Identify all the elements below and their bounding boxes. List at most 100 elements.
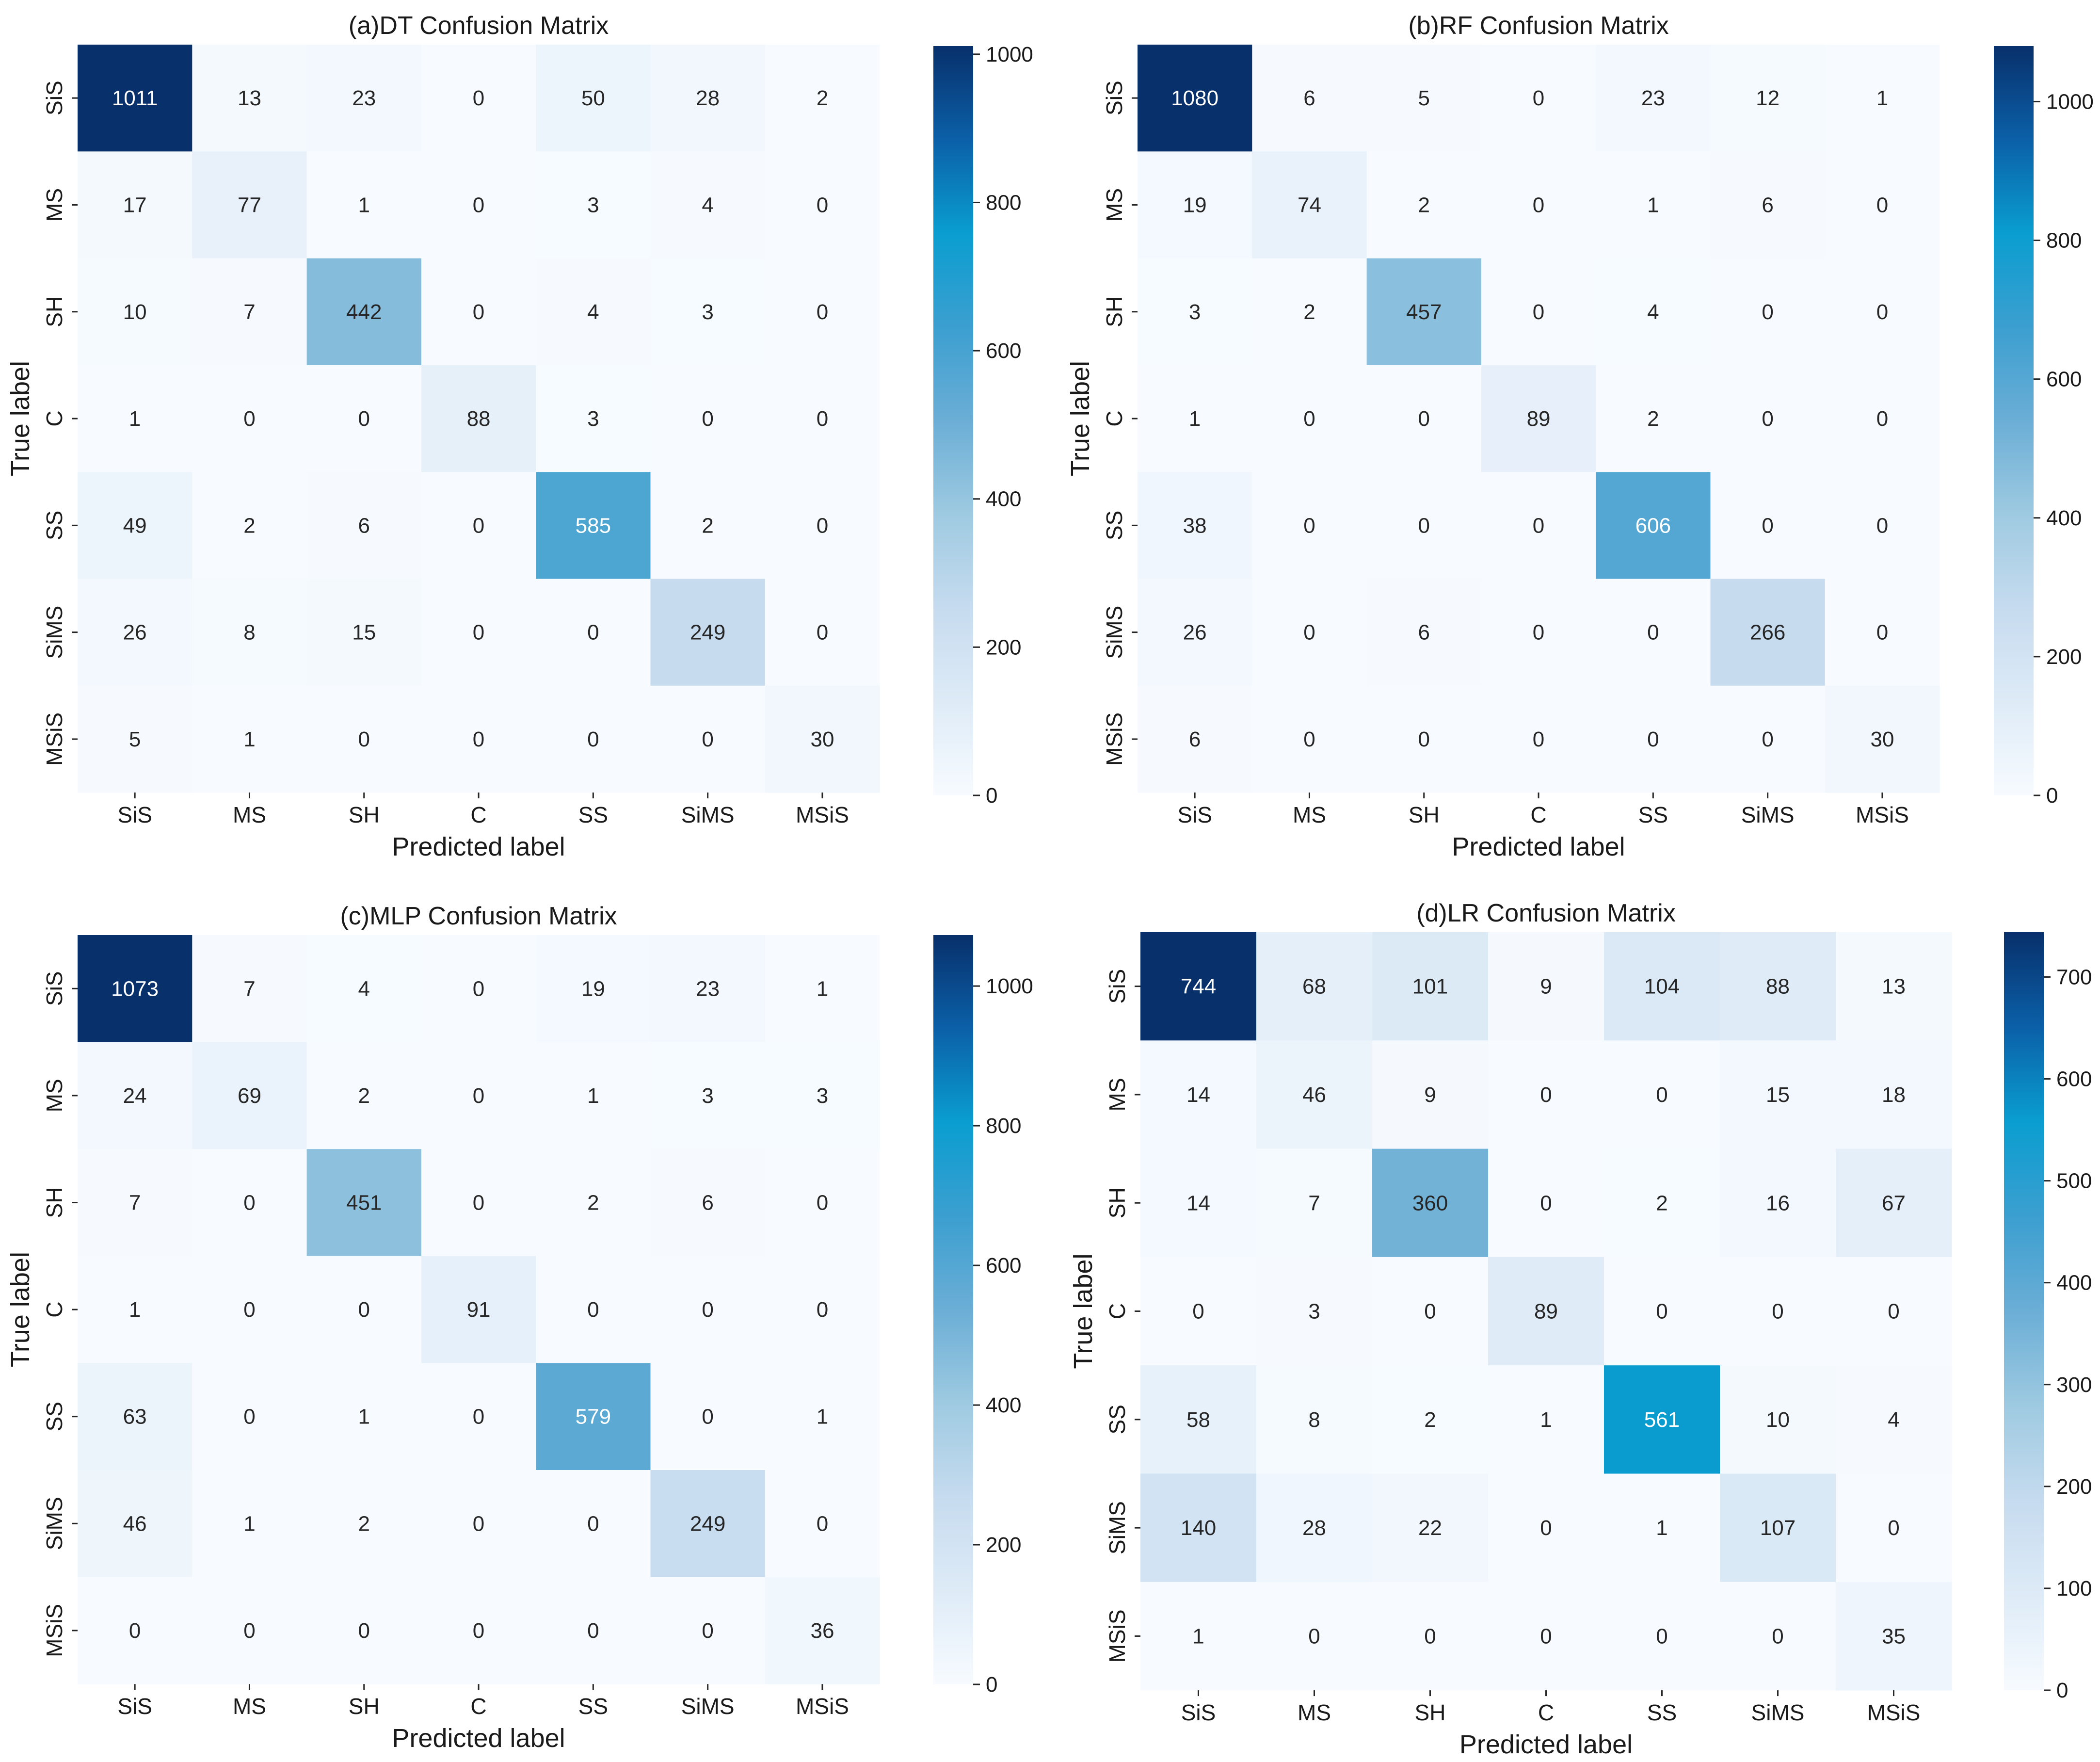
heatmap-cell xyxy=(1366,685,1482,793)
cell-value-label: 68 xyxy=(1302,975,1326,999)
cell-value-label: 2 xyxy=(1424,1408,1436,1432)
heatmap-cell xyxy=(1825,472,1940,580)
cell-value-label: 1 xyxy=(243,727,255,751)
colorbar-tick-label: 600 xyxy=(986,339,1021,363)
heatmap-cell xyxy=(306,1363,422,1471)
heatmap-cell xyxy=(1710,151,1826,259)
heatmap-cell xyxy=(650,1363,766,1471)
cell-value-label: 77 xyxy=(238,193,261,217)
cell-value-label: 561 xyxy=(1644,1408,1680,1432)
cell-value-label: 107 xyxy=(1760,1516,1795,1540)
x-axis-label: Predicted label xyxy=(1452,832,1625,861)
heatmap-cell xyxy=(1596,258,1711,366)
cell-value-label: 0 xyxy=(702,727,713,751)
colorbar-tick-label: 400 xyxy=(986,487,1021,511)
cell-value-label: 7 xyxy=(243,300,255,324)
y-tick-label: MS xyxy=(1102,188,1127,222)
cell-value-label: 13 xyxy=(238,86,261,110)
cell-value-label: 0 xyxy=(358,727,370,751)
cell-value-label: 0 xyxy=(1876,514,1888,537)
cell-value-label: 744 xyxy=(1181,975,1216,999)
cell-value-label: 91 xyxy=(467,1298,491,1322)
heatmap-cell xyxy=(1366,472,1482,580)
cell-value-label: 1080 xyxy=(1171,86,1218,110)
heatmap-cell xyxy=(1604,932,1720,1041)
cell-value-label: 0 xyxy=(702,1298,713,1322)
heatmap-cell xyxy=(78,258,192,366)
heatmap-cell xyxy=(765,151,880,259)
y-tick-label: MSiS xyxy=(42,712,67,766)
cell-value-label: 0 xyxy=(473,1512,484,1536)
heatmap-cell xyxy=(650,45,766,152)
cell-value-label: 266 xyxy=(1750,621,1785,645)
x-tick-label: SiS xyxy=(117,802,152,827)
heatmap-cell xyxy=(1710,365,1826,472)
x-tick-label: SiS xyxy=(1181,1700,1216,1725)
heatmap-cell xyxy=(1720,1040,1836,1149)
heatmap-cell xyxy=(1372,1473,1489,1583)
cell-value-label: 6 xyxy=(1303,86,1315,110)
cell-value-label: 104 xyxy=(1644,975,1680,999)
heatmap-cell xyxy=(1604,1040,1720,1149)
x-tick-label: MS xyxy=(233,802,266,827)
y-tick-label: SH xyxy=(42,296,67,327)
heatmap-cell xyxy=(536,1256,651,1363)
y-tick-label: SS xyxy=(1102,511,1127,540)
heatmap-cell xyxy=(1720,1365,1836,1474)
cell-value-label: 3 xyxy=(702,1084,713,1108)
cell-value-label: 0 xyxy=(1647,727,1659,751)
cell-value-label: 0 xyxy=(1876,621,1888,645)
cell-value-label: 24 xyxy=(123,1084,147,1108)
heatmap-cell xyxy=(1710,258,1826,366)
heatmap-cell xyxy=(1481,472,1596,580)
x-tick-label: C xyxy=(470,1694,486,1719)
x-tick-label: SS xyxy=(578,1694,608,1719)
cell-value-label: 0 xyxy=(473,300,484,324)
cell-value-label: 2 xyxy=(1647,407,1659,431)
heatmap-cell xyxy=(536,45,651,152)
heatmap-cell xyxy=(1252,579,1367,686)
heatmap-cell xyxy=(421,1042,536,1149)
x-tick-label: SiMS xyxy=(1741,802,1795,827)
heatmap-cell xyxy=(421,258,536,366)
heatmap-cell xyxy=(421,579,536,686)
cell-value-label: 0 xyxy=(1533,86,1544,110)
heatmap-cell xyxy=(1138,579,1252,686)
cell-value-label: 38 xyxy=(1183,514,1207,537)
heatmap-cell xyxy=(1138,45,1252,152)
heatmap-cell xyxy=(1488,1148,1604,1258)
cell-value-label: 2 xyxy=(1303,300,1315,324)
cell-value-label: 89 xyxy=(1534,1300,1558,1324)
heatmap-cell xyxy=(306,1470,422,1578)
heatmap-cell xyxy=(78,1042,192,1149)
heatmap-cell xyxy=(1256,1582,1373,1691)
x-tick-label: MS xyxy=(1293,802,1326,827)
cell-value-label: 0 xyxy=(358,1298,370,1322)
heatmap-cell xyxy=(78,935,192,1043)
colorbar-tick-label: 0 xyxy=(986,1673,997,1697)
y-tick-label: SiS xyxy=(42,971,67,1006)
heatmap-cell xyxy=(650,1577,766,1684)
cell-value-label: 0 xyxy=(1303,621,1315,645)
cell-value-label: 1073 xyxy=(111,977,159,1001)
cell-value-label: 0 xyxy=(1303,514,1315,537)
cell-value-label: 585 xyxy=(576,514,611,537)
cell-value-label: 606 xyxy=(1635,514,1671,537)
cell-value-label: 1 xyxy=(817,977,828,1001)
x-tick-label: SS xyxy=(1638,802,1668,827)
cell-value-label: 0 xyxy=(1418,407,1430,431)
heatmap-cell xyxy=(421,151,536,259)
cell-value-label: 457 xyxy=(1406,300,1442,324)
heatmap-cell xyxy=(1481,45,1596,152)
cell-value-label: 1 xyxy=(129,407,141,431)
cell-value-label: 2 xyxy=(817,86,828,110)
x-tick-label: MSiS xyxy=(796,1694,849,1719)
cell-value-label: 0 xyxy=(1540,1516,1552,1540)
colorbar-tick-label: 800 xyxy=(986,191,1021,214)
cell-value-label: 88 xyxy=(1766,975,1790,999)
heatmap-cell xyxy=(78,1363,192,1471)
cell-value-label: 16 xyxy=(1766,1191,1790,1215)
y-tick-label: SS xyxy=(42,511,67,540)
heatmap-cell xyxy=(1252,258,1367,366)
